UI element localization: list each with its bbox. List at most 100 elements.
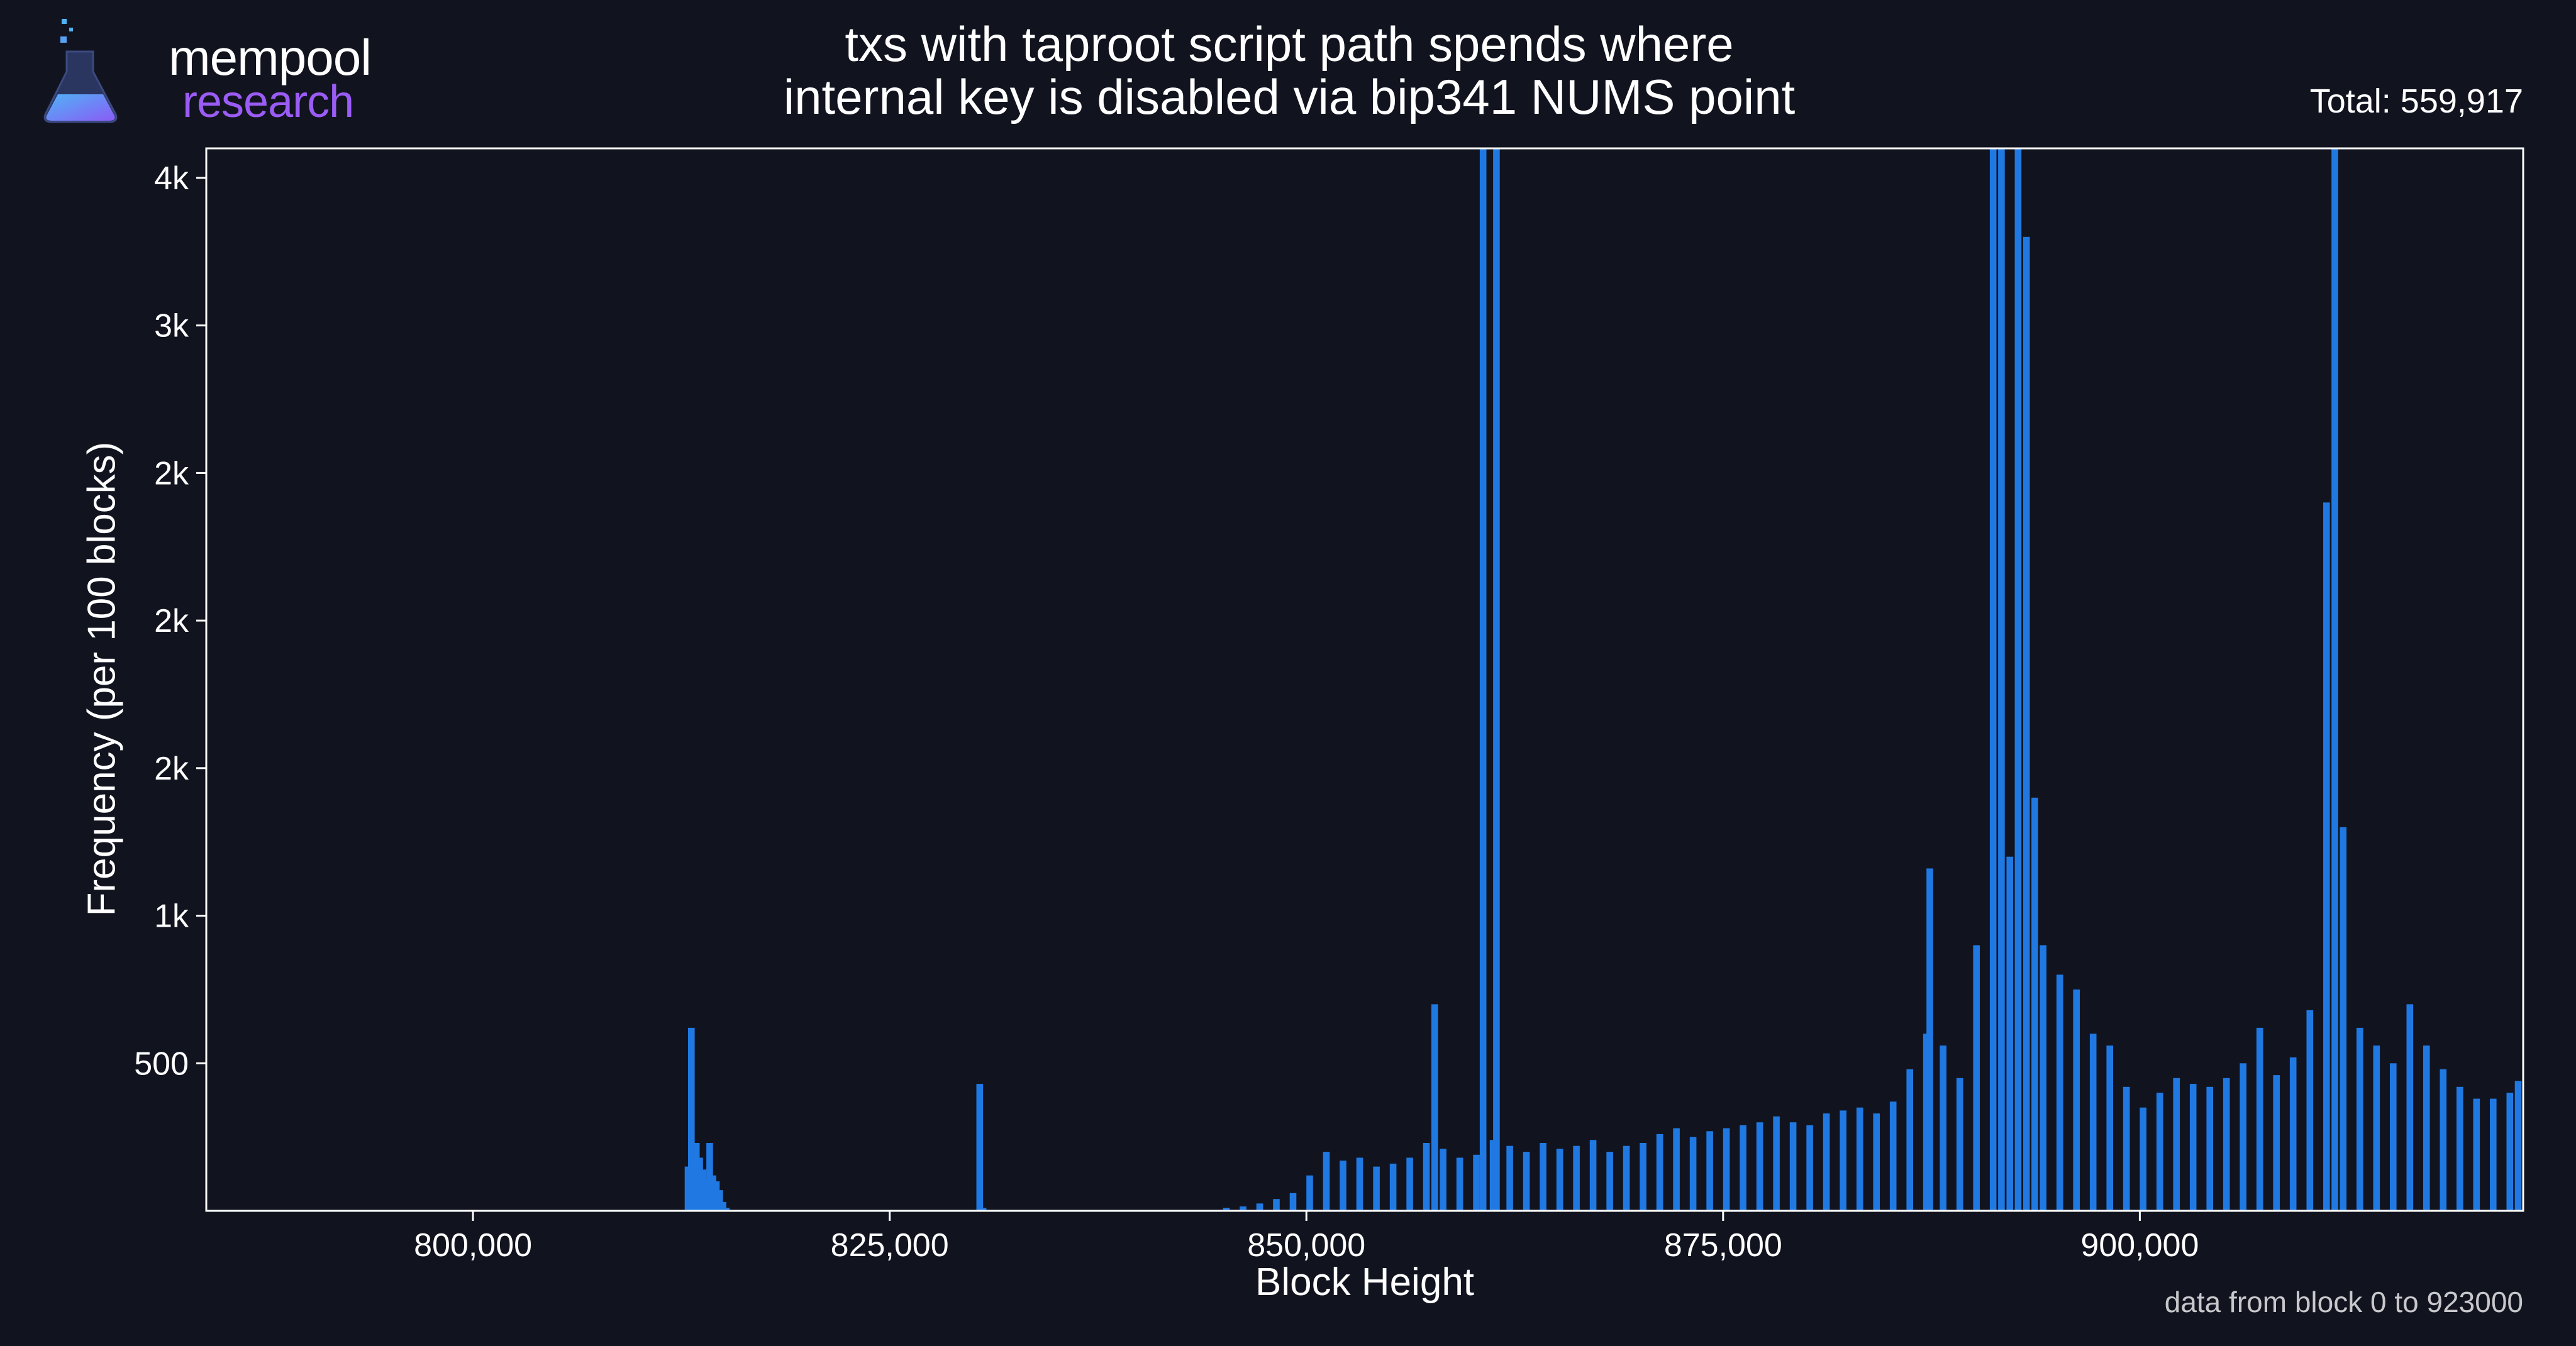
x-tick-label: 875,000 <box>1664 1227 1782 1264</box>
histogram-bar <box>719 1201 726 1211</box>
histogram-bar <box>1989 148 1997 1211</box>
histogram-bar <box>2357 1027 2363 1211</box>
histogram-bar <box>1256 1203 1263 1211</box>
histogram-bar <box>2206 1086 2213 1211</box>
histogram-bar <box>1589 1140 1597 1211</box>
brand-logo: mempool research <box>36 14 372 127</box>
histogram-bar <box>2289 1057 2297 1211</box>
histogram-bar <box>1493 148 1500 1211</box>
histogram-bar <box>2340 827 2347 1211</box>
histogram-bar <box>979 1208 987 1211</box>
histogram-bar <box>1323 1152 1330 1211</box>
data-range-note: data from block 0 to 923000 <box>2164 1286 2523 1318</box>
x-axis-label: Block Height <box>1255 1260 1475 1304</box>
histogram-bar <box>2089 1034 2097 1211</box>
histogram-bar <box>689 1175 697 1211</box>
histogram-bar <box>2506 1093 2514 1211</box>
histogram-bar <box>1756 1122 1763 1211</box>
histogram-bar <box>1223 1208 1230 1211</box>
axes: 500 1k 2k 2k 2k 3k 4k 800,000 825,000 850,000 875,… <box>134 147 2524 1264</box>
histogram-bar <box>1479 148 1487 1211</box>
bar-series <box>684 148 2522 1211</box>
histogram-bar <box>1456 1157 1463 1211</box>
histogram-bar <box>1606 1152 1613 1211</box>
histogram-bar <box>2056 974 2063 1211</box>
histogram-bar <box>2406 1004 2414 1211</box>
histogram-bar <box>1840 1110 1846 1211</box>
x-tick-label: 900,000 <box>2080 1227 2199 1264</box>
histogram-bar <box>2173 1078 2180 1211</box>
histogram-bar <box>1389 1163 1397 1211</box>
histogram-bar <box>1273 1199 1280 1211</box>
histogram-bar <box>2014 148 2022 1211</box>
histogram-bar <box>1673 1128 1680 1211</box>
histogram-bar <box>2140 1107 2146 1211</box>
histogram-bar <box>1340 1161 1346 1211</box>
histogram-bar <box>1289 1193 1297 1211</box>
histogram-bar <box>1856 1107 1863 1211</box>
flask-icon <box>43 19 118 123</box>
histogram-bar <box>1306 1175 1313 1211</box>
logo-wordmark-secondary: research <box>182 77 354 127</box>
histogram-bar <box>2373 1045 2380 1211</box>
histogram-bar <box>2006 856 2013 1211</box>
histogram-bar <box>1973 945 1980 1211</box>
histogram-bar <box>1906 1069 1913 1211</box>
histogram-bar <box>1506 1145 1513 1211</box>
histogram-bar <box>1889 1101 1897 1211</box>
histogram-bar <box>1740 1125 1746 1211</box>
total-count: Total: 559,917 <box>2309 82 2523 120</box>
histogram-bar <box>2490 1098 2497 1211</box>
histogram-bar <box>2123 1086 2130 1211</box>
histogram-bar <box>2323 502 2330 1211</box>
histogram-bar <box>2457 1086 2463 1211</box>
histogram-bar <box>2073 989 2080 1211</box>
chart-title: txs with taproot script path spends wher… <box>629 18 1950 123</box>
y-tick-label: 4k <box>154 160 189 197</box>
histogram-bar <box>1640 1143 1646 1211</box>
histogram-bar <box>2423 1045 2430 1211</box>
histogram-bar <box>2106 1045 2113 1211</box>
histogram-bar <box>723 1208 730 1211</box>
histogram-bar <box>1406 1157 1413 1211</box>
histogram-bar <box>706 1143 713 1211</box>
histogram-bar <box>1706 1131 1713 1211</box>
histogram-bar <box>2514 1081 2522 1211</box>
histogram-bar <box>2240 1063 2246 1211</box>
histogram-bar <box>1523 1152 1530 1211</box>
histogram-bar <box>2023 236 2030 1211</box>
histogram-bar <box>2189 1084 2197 1211</box>
y-tick-label: 1k <box>154 898 189 935</box>
histogram-bar <box>1556 1149 1563 1211</box>
chart-title-line-2: internal key is disabled via bip341 NUMS… <box>783 69 1796 124</box>
histogram-bar <box>1940 1045 1946 1211</box>
histogram-bar <box>1806 1125 1813 1211</box>
histogram-bar <box>1998 148 2005 1211</box>
histogram-bar <box>1823 1113 1830 1211</box>
y-tick-label: 2k <box>154 455 189 492</box>
histogram-bar <box>2331 148 2338 1211</box>
histogram-bar <box>1440 1149 1446 1211</box>
histogram-bar <box>2440 1069 2447 1211</box>
histogram-bar <box>2156 1093 2163 1211</box>
histogram-bar <box>1431 1004 1438 1211</box>
x-tick-label: 825,000 <box>831 1227 949 1264</box>
y-axis-label: Frequency (per 100 blocks) <box>80 441 124 917</box>
histogram-bar <box>1773 1116 1780 1211</box>
histogram-bar <box>2273 1075 2280 1211</box>
y-tick-label: 500 <box>134 1045 189 1082</box>
histogram-bar <box>1356 1157 1363 1211</box>
histogram-bar <box>1689 1137 1697 1211</box>
histogram-bar <box>2473 1098 2480 1211</box>
histogram-bar <box>1723 1128 1730 1211</box>
x-tick-label: 850,000 <box>1247 1227 1365 1264</box>
y-tick-label: 2k <box>154 603 189 639</box>
histogram-bar <box>1540 1143 1546 1211</box>
histogram-bar <box>2031 797 2038 1211</box>
chart-title-line-1: txs with taproot script path spends wher… <box>845 16 1734 72</box>
plot-frame <box>205 147 2524 1212</box>
histogram-bar <box>1873 1113 1880 1211</box>
histogram-bar <box>976 1084 984 1211</box>
histogram-bar <box>688 1027 695 1211</box>
